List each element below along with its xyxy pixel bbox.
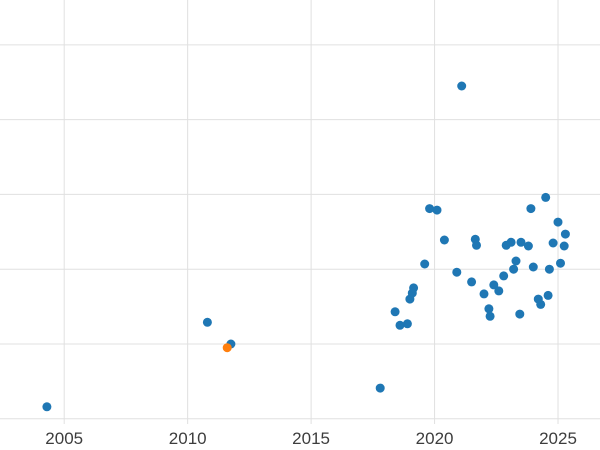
- data-point-series-blue: [543, 290, 553, 300]
- data-point-series-blue: [202, 317, 212, 327]
- data-point-series-blue: [395, 320, 405, 330]
- data-point-series-blue: [544, 264, 554, 274]
- data-point-series-blue: [402, 319, 412, 329]
- data-point-series-blue: [457, 81, 467, 91]
- data-point-series-blue: [509, 264, 519, 274]
- x-axis-tick-label: 2015: [292, 429, 330, 448]
- data-point-series-blue: [42, 402, 52, 412]
- data-point-series-blue: [485, 311, 495, 321]
- data-point-series-blue: [439, 235, 449, 245]
- data-point-series-blue: [526, 204, 536, 214]
- data-point-series-blue: [515, 309, 525, 319]
- data-point-series-blue: [472, 240, 481, 250]
- data-point-series-blue: [511, 256, 521, 266]
- data-point-series-blue: [375, 383, 385, 393]
- data-point-series-orange: [222, 343, 232, 353]
- data-point-series-blue: [523, 241, 533, 251]
- data-point-series-blue: [420, 259, 430, 269]
- data-point-series-blue: [494, 286, 504, 296]
- data-point-series-blue: [479, 289, 489, 299]
- data-point-series-blue: [536, 299, 546, 309]
- data-point-series-blue: [489, 280, 499, 290]
- data-point-series-blue: [467, 277, 477, 287]
- data-point-series-blue: [528, 262, 538, 272]
- x-axis-tick-label: 2010: [169, 429, 207, 448]
- data-point-series-blue: [506, 237, 516, 247]
- data-point-series-blue: [484, 304, 494, 314]
- data-point-series-blue: [409, 283, 419, 293]
- x-axis-tick-label: 2005: [45, 429, 83, 448]
- data-point-series-blue: [560, 229, 570, 239]
- data-point-series-blue: [548, 238, 558, 248]
- data-point-series-blue: [390, 307, 400, 317]
- x-axis-tick-label: 2020: [416, 429, 454, 448]
- data-point-series-blue: [499, 271, 509, 281]
- data-point-series-blue: [553, 217, 563, 227]
- data-point-series-blue: [425, 204, 435, 214]
- x-axis-tick-label: 2025: [539, 429, 577, 448]
- data-point-series-blue: [432, 205, 442, 215]
- data-point-series-blue: [556, 258, 565, 268]
- data-point-series-blue: [452, 267, 462, 277]
- data-point-series-blue: [516, 237, 526, 247]
- data-point-series-blue: [559, 241, 569, 251]
- data-point-series-blue: [541, 192, 551, 202]
